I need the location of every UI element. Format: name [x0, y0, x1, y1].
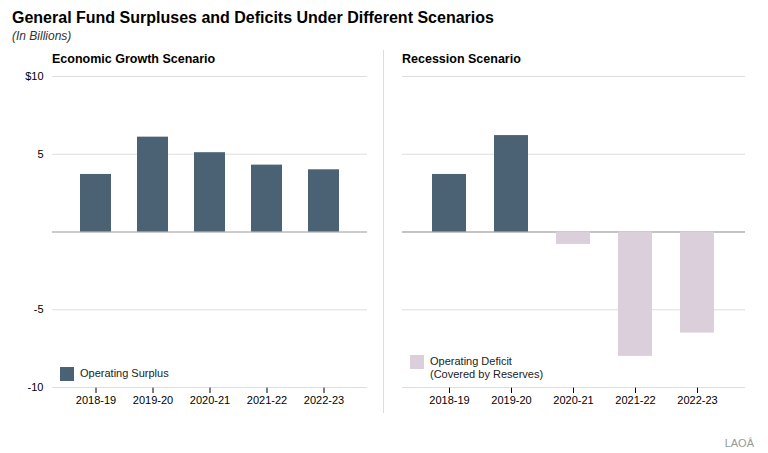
svg-text:2021-22: 2021-22 [247, 394, 287, 406]
svg-text:2018-19: 2018-19 [429, 394, 469, 406]
html-text:Operating Surplus: Operating Surplus [80, 367, 169, 379]
html-text:LAOÂ: LAOÂ [724, 437, 754, 449]
svg-text:2021-22: 2021-22 [615, 394, 655, 406]
svg-text:2022-23: 2022-23 [304, 394, 344, 406]
html-text:General Fund Surpluses and Def: General Fund Surpluses and Deficits Unde… [12, 9, 494, 26]
svg-text:$10: $10 [25, 70, 43, 82]
html-text:(In Billions): (In Billions) [12, 29, 72, 43]
html-text:Economic Growth Scenario: Economic Growth Scenario [52, 52, 216, 66]
svg-text:-10: -10 [28, 381, 44, 393]
svg-text:2020-21: 2020-21 [190, 394, 230, 406]
svg-text:-5: -5 [34, 303, 44, 315]
svg-text:2022-23: 2022-23 [677, 394, 717, 406]
svg-text:2019-20: 2019-20 [491, 394, 531, 406]
svg-text:2018-19: 2018-19 [76, 394, 116, 406]
svg-text:5: 5 [37, 148, 43, 160]
html-text:Operating Deficit (Covered by: Operating Deficit (Covered by Reserves) [430, 355, 544, 380]
svg-text:2020-21: 2020-21 [553, 394, 593, 406]
svg-text:2019-20: 2019-20 [133, 394, 173, 406]
html-text:Recession Scenario: Recession Scenario [402, 52, 521, 66]
